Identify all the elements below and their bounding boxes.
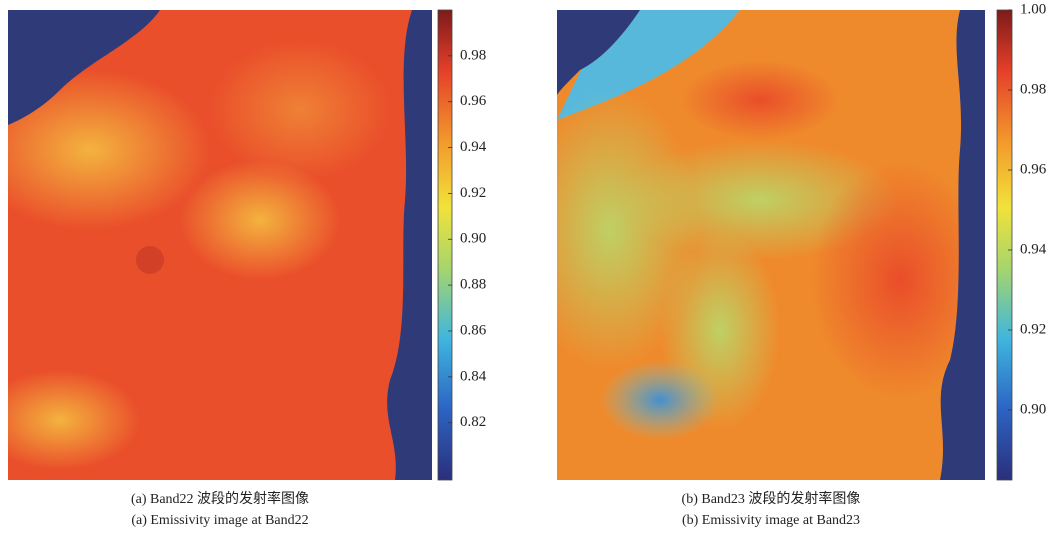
tick-label: 0.90 [460,231,486,247]
tick-label: 0.82 [460,414,486,430]
colorbar-a [437,9,453,481]
tick-label: 0.98 [460,47,486,63]
caption-en: (a) Emissivity image at Band22 [131,513,308,528]
emissivity-image-b [557,10,985,480]
tick-label: 0.86 [460,322,487,338]
tick-label: 0.92 [460,185,486,201]
emissivity-image-a [8,10,432,480]
caption-en: (b) Emissivity image at Band23 [682,513,860,528]
tick-label: 0.84 [460,368,487,384]
tick-label: 0.96 [460,93,487,109]
tick-label: 0.88 [460,277,486,293]
tick-label: 0.98 [1020,81,1046,97]
tick-label: 0.96 [1020,161,1047,177]
tick-label: 0.92 [1020,321,1046,337]
tick-label: 0.90 [1020,401,1046,417]
tick-label: 0.94 [460,139,487,155]
tick-label: 1.00 [1020,1,1046,17]
tick-label: 0.94 [1020,241,1047,257]
caption-zh: (a) Band22 波段的发射率图像 [131,490,309,507]
colorbar-b [996,9,1013,481]
caption-zh: (b) Band23 波段的发射率图像 [682,490,861,507]
